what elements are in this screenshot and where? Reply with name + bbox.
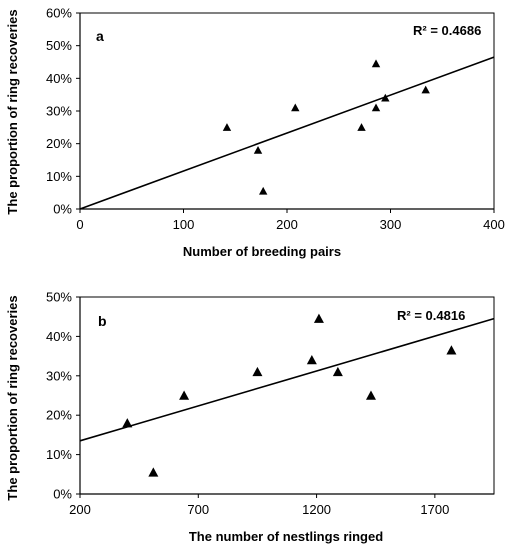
x-axis-label: Number of breeding pairs <box>183 244 341 259</box>
data-point <box>222 123 232 131</box>
x-tick-label: 200 <box>69 502 91 517</box>
data-point <box>179 390 190 400</box>
data-point <box>357 123 366 131</box>
y-tick-label: 50% <box>46 290 72 305</box>
y-tick-label: 40% <box>46 329 72 344</box>
data-point <box>371 59 381 68</box>
data-point <box>291 103 300 112</box>
data-point <box>446 345 457 355</box>
y-tick-label: 50% <box>46 38 72 53</box>
data-point <box>371 103 381 112</box>
data-point <box>252 366 263 377</box>
r-squared-annotation: R² = 0.4816 <box>397 308 465 323</box>
x-tick-label: 700 <box>187 502 209 517</box>
y-axis-label: The proportion of ring recoveries <box>5 295 20 500</box>
x-tick-label: 1200 <box>302 502 331 517</box>
x-tick-label: 1700 <box>420 502 449 517</box>
y-tick-label: 60% <box>46 6 72 21</box>
y-tick-label: 0% <box>53 202 72 217</box>
plot-area-border <box>79 296 495 495</box>
plot-area-border <box>79 12 495 210</box>
y-tick-label: 30% <box>46 368 72 383</box>
data-point <box>365 390 376 400</box>
y-tick-label: 30% <box>46 104 72 119</box>
chart-panel-a: a R² = 0.4686 Number of breeding pairs T… <box>5 6 505 260</box>
panel-label: a <box>96 28 104 44</box>
data-point <box>421 85 430 94</box>
x-tick-label: 100 <box>173 217 195 232</box>
data-point <box>148 467 159 477</box>
data-point <box>122 418 133 428</box>
data-point <box>381 93 390 102</box>
y-tick-label: 10% <box>46 169 72 184</box>
data-point <box>332 366 343 377</box>
x-axis-label: The number of nestlings ringed <box>189 529 383 544</box>
y-tick-label: 40% <box>46 71 72 86</box>
r-squared-annotation: R² = 0.4686 <box>413 23 481 38</box>
chart-panel-b: b R² = 0.4816 The number of nestlings ri… <box>5 290 495 544</box>
y-tick-label: 20% <box>46 408 72 423</box>
y-tick-label: 10% <box>46 447 72 462</box>
x-tick-label: 300 <box>380 217 402 232</box>
data-point <box>258 186 268 195</box>
data-point <box>306 355 317 365</box>
data-point <box>313 313 324 323</box>
y-axis-label: The proportion of ring recoveries <box>5 9 20 214</box>
x-tick-label: 200 <box>276 217 298 232</box>
data-point <box>253 146 263 154</box>
x-tick-label: 400 <box>483 217 505 232</box>
trend-line <box>79 317 495 442</box>
y-tick-label: 20% <box>46 136 72 151</box>
panel-label: b <box>98 313 107 329</box>
trend-line <box>79 56 495 210</box>
y-tick-label: 0% <box>53 487 72 502</box>
x-tick-label: 0 <box>76 217 83 232</box>
